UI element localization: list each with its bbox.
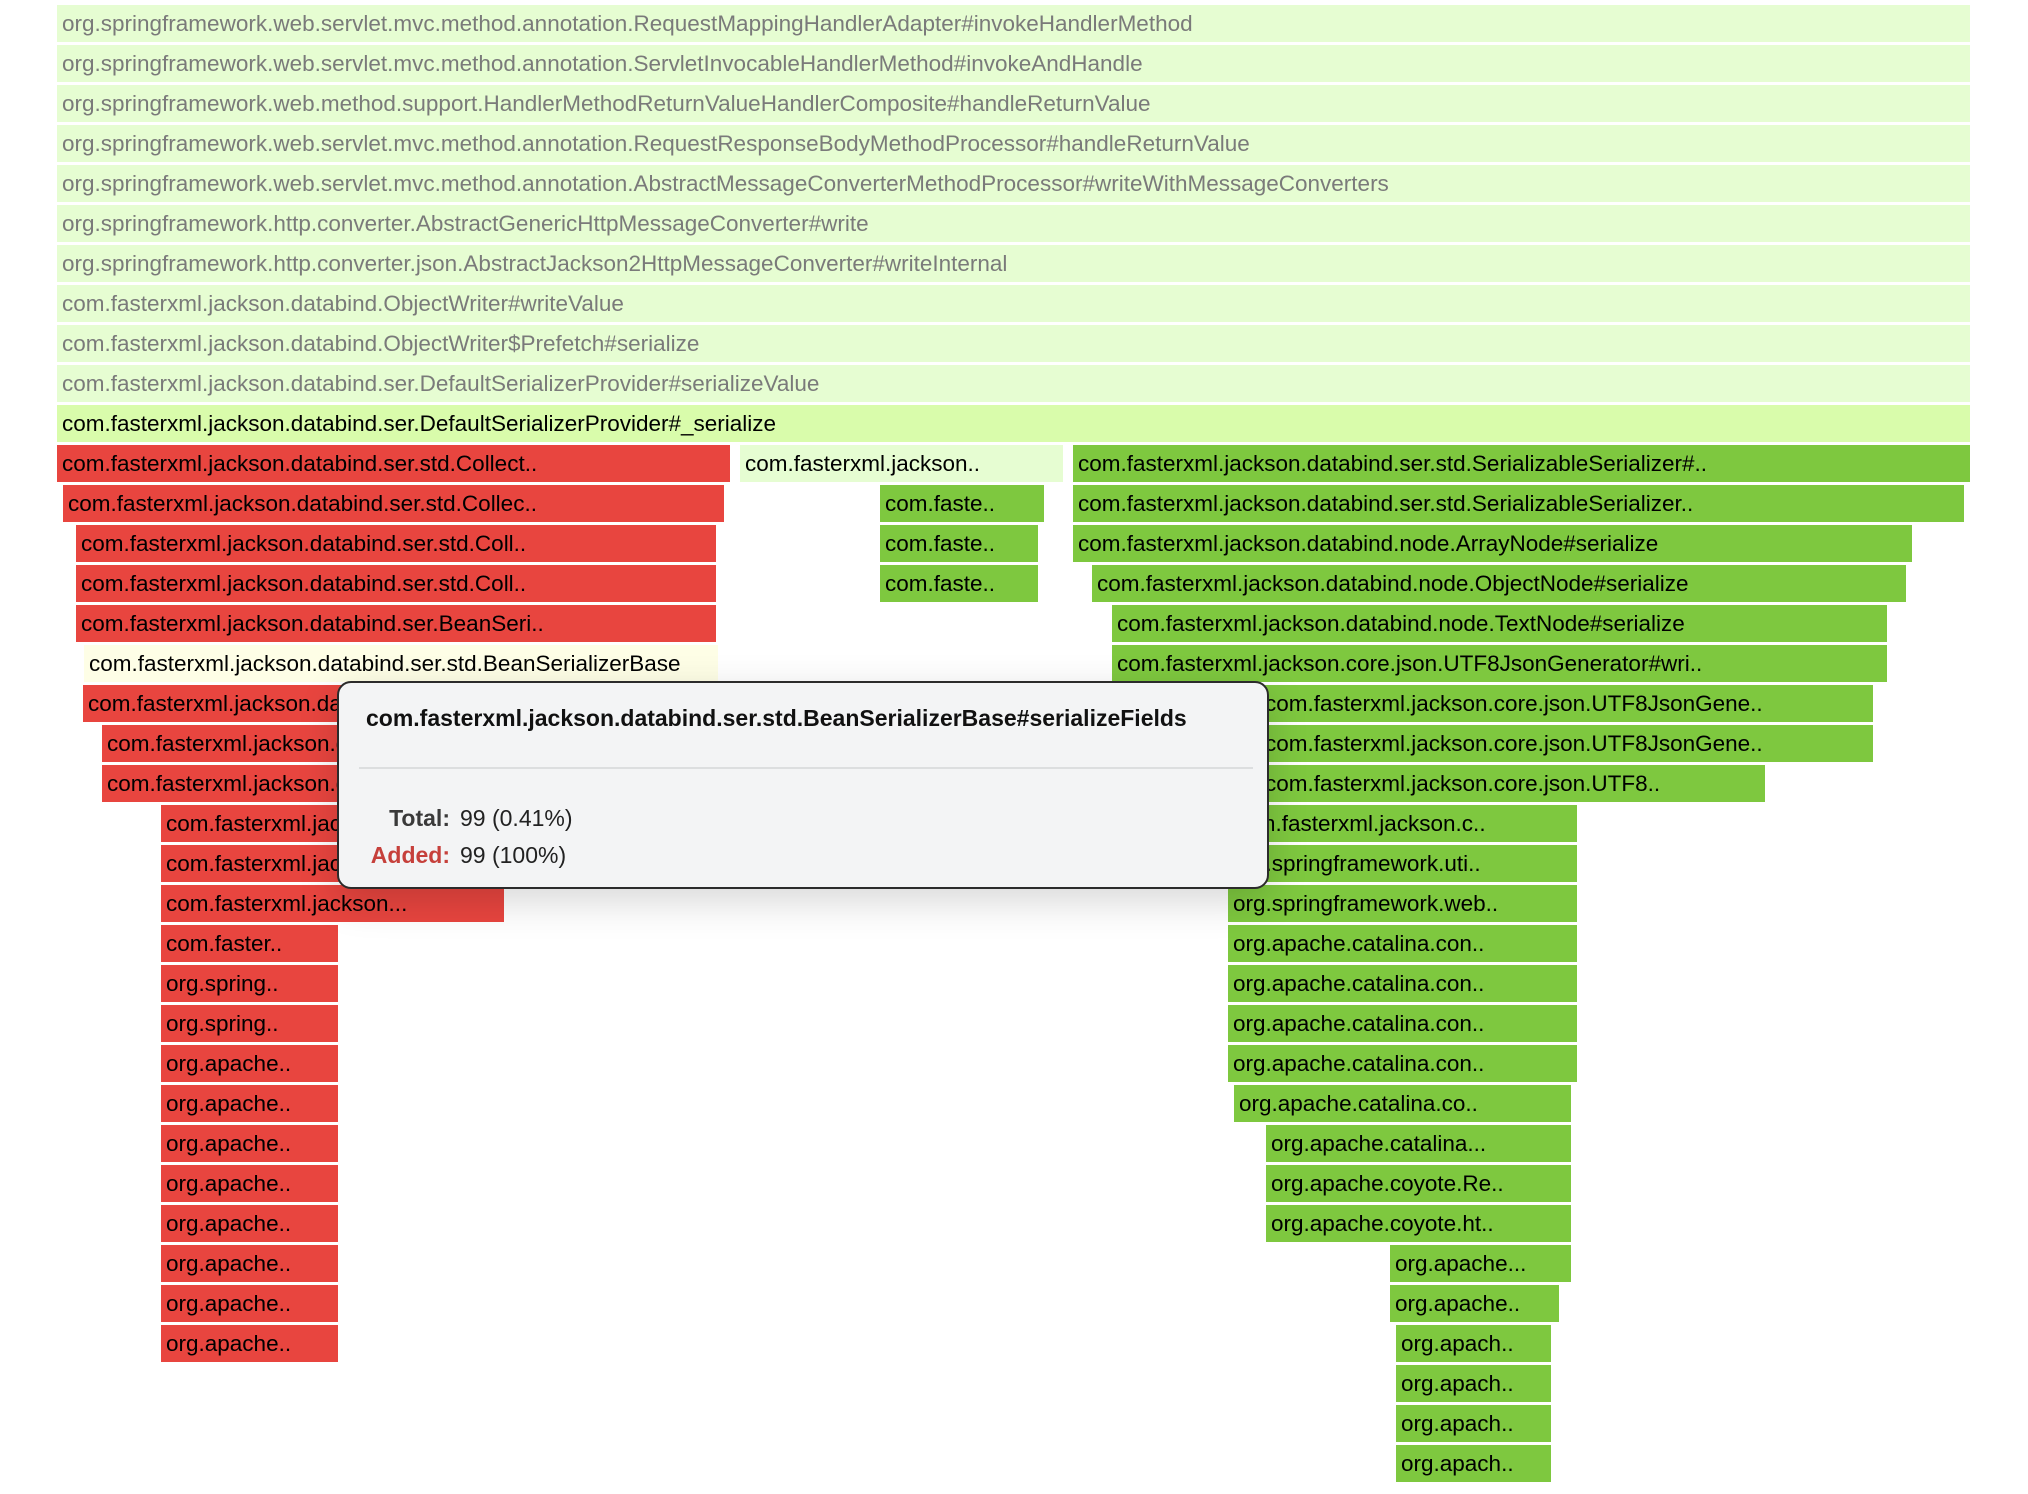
flame-frame[interactable]: com.fasterxml.jackson.databind.ser.std.C… xyxy=(57,445,731,482)
flame-frame[interactable]: org.spring.. xyxy=(161,1005,339,1042)
tooltip-total-label: Total: xyxy=(389,805,450,831)
flame-frame[interactable]: org.apach.. xyxy=(1396,1365,1552,1402)
flame-frame[interactable]: org.springframework.web.servlet.mvc.meth… xyxy=(57,5,1971,42)
flame-frame[interactable]: com.fasterxml.jackson.c.. xyxy=(1228,805,1578,842)
flame-frame[interactable]: org.apache.coyote.ht.. xyxy=(1266,1205,1572,1242)
flame-frame[interactable]: org.apache.coyote.Re.. xyxy=(1266,1165,1572,1202)
flame-frame[interactable]: com.fasterxml.jackson.databind.ser.std.S… xyxy=(1073,445,1971,482)
flame-frame[interactable]: com.fasterxml.jackson.databind.. xyxy=(161,805,341,842)
flame-frame[interactable]: org.apache.catalina.con.. xyxy=(1228,1005,1578,1042)
flame-frame[interactable]: org.springframework.uti.. xyxy=(1228,845,1578,882)
flame-frame[interactable]: org.apache.. xyxy=(161,1045,339,1082)
tooltip-total-row: Total: 99 (0.41%) xyxy=(366,805,573,832)
flame-frame[interactable]: org.apache.. xyxy=(161,1245,339,1282)
flame-frame[interactable]: com.fasterxml.jackson.databind.ser.Defau… xyxy=(57,365,1971,402)
tooltip-total-value: 99 (0.41%) xyxy=(460,805,573,831)
flame-frame[interactable]: com.fasterxml.jackson.databind.ser.std.C… xyxy=(63,485,725,522)
flame-frame[interactable]: org.spring.. xyxy=(161,965,339,1002)
flame-frame[interactable]: com.fasterxml.jackson.databind.ser.std.C… xyxy=(76,565,717,602)
flame-frame[interactable]: org.springframework.web.servlet.mvc.meth… xyxy=(57,45,1971,82)
flame-frame[interactable]: com.fasterxml.jackson.databind.. xyxy=(102,765,342,802)
flame-frame[interactable]: org.apache.catalina.con.. xyxy=(1228,965,1578,1002)
flame-frame[interactable]: com.fasterxml.jackson.databind.ser.std.S… xyxy=(1073,485,1965,522)
flame-frame[interactable]: org.apache.catalina... xyxy=(1266,1125,1572,1162)
tooltip-added-label: Added: xyxy=(370,842,450,868)
tooltip-divider xyxy=(359,767,1253,769)
flame-frame[interactable]: org.apache... xyxy=(1390,1245,1572,1282)
flame-frame[interactable]: com.fasterxml.jackson.databind.ObjectWri… xyxy=(57,285,1971,322)
flame-frame[interactable]: org.apache.. xyxy=(161,1325,339,1362)
flame-frame[interactable]: com.fasterxml.jackson.databind.ser.std.B… xyxy=(84,645,719,682)
flame-frame[interactable]: org.springframework.web.servlet.mvc.meth… xyxy=(57,125,1971,162)
flame-frame[interactable]: org.apache.. xyxy=(161,1285,339,1322)
flame-frame[interactable]: org.apache.catalina.co.. xyxy=(1234,1085,1572,1122)
flame-frame[interactable]: org.springframework.http.converter.json.… xyxy=(57,245,1971,282)
flame-frame[interactable]: com.fasterxml.jackson.core.json.UTF8Json… xyxy=(1112,645,1888,682)
flame-frame[interactable]: org.springframework.web.method.support.H… xyxy=(57,85,1971,122)
flame-frame[interactable]: org.apache.. xyxy=(161,1125,339,1162)
flame-frame[interactable]: com.fasterxml.jackson.databind.node.Obje… xyxy=(1092,565,1907,602)
flame-frame[interactable]: org.apache.catalina.con.. xyxy=(1228,1045,1578,1082)
flame-frame[interactable]: org.apach.. xyxy=(1396,1405,1552,1442)
flame-frame[interactable]: com.fasterxml.jackson.core.json.UTF8Json… xyxy=(1260,685,1874,722)
tooltip-title: com.fasterxml.jackson.databind.ser.std.B… xyxy=(366,705,1187,731)
flame-frame[interactable]: com.fasterxml.jackson.databind.node.Text… xyxy=(1112,605,1888,642)
flame-frame[interactable]: com.fasterxml.jackson.databind.node.Arra… xyxy=(1073,525,1913,562)
flame-frame[interactable]: org.apach.. xyxy=(1396,1325,1552,1362)
flame-frame[interactable]: com.fasterxml.jackson.databind.ObjectWri… xyxy=(57,325,1971,362)
flame-frame[interactable]: com.faste.. xyxy=(880,525,1039,562)
tooltip-added-value: 99 (100%) xyxy=(460,842,567,868)
flame-frame[interactable]: com.fasterxml.jackson.databind.. xyxy=(83,685,343,722)
flame-frame[interactable]: org.springframework.web.. xyxy=(1228,885,1578,922)
flame-frame[interactable]: org.apache.. xyxy=(1390,1285,1560,1322)
flame-frame[interactable]: com.fasterxml.jackson.databind.. xyxy=(161,845,341,882)
flame-frame[interactable]: com.fasterxml.jackson.databind.ser.BeanS… xyxy=(76,605,717,642)
flame-frame[interactable]: com.faster.. xyxy=(161,925,339,962)
tooltip-added-row: Added: 99 (100%) xyxy=(366,842,566,869)
flame-frame[interactable]: com.faste.. xyxy=(880,485,1045,522)
flame-frame[interactable]: org.apache.. xyxy=(161,1205,339,1242)
frame-tooltip: com.fasterxml.jackson.databind.ser.std.B… xyxy=(337,681,1269,889)
flame-frame[interactable]: org.apache.. xyxy=(161,1165,339,1202)
flame-frame[interactable]: com.fasterxml.jackson.databind.ser.std.C… xyxy=(76,525,717,562)
flame-frame[interactable]: org.springframework.http.converter.Abstr… xyxy=(57,205,1971,242)
flame-frame[interactable]: com.faste.. xyxy=(880,565,1039,602)
flame-frame[interactable]: org.apach.. xyxy=(1396,1445,1552,1482)
flame-frame[interactable]: com.fasterxml.jackson.databind.ser.Defau… xyxy=(57,405,1971,442)
flame-frame[interactable]: com.fasterxml.jackson... xyxy=(161,885,505,922)
flame-frame[interactable]: org.apache.. xyxy=(161,1085,339,1122)
flame-frame[interactable]: org.apache.catalina.con.. xyxy=(1228,925,1578,962)
flame-frame[interactable]: com.fasterxml.jackson.core.json.UTF8.. xyxy=(1260,765,1766,802)
flame-frame[interactable]: com.fasterxml.jackson.databind.. xyxy=(102,725,342,762)
flame-frame[interactable]: com.fasterxml.jackson.. xyxy=(740,445,1064,482)
flame-frame[interactable]: com.fasterxml.jackson.core.json.UTF8Json… xyxy=(1260,725,1874,762)
flame-frame[interactable]: org.springframework.web.servlet.mvc.meth… xyxy=(57,165,1971,202)
